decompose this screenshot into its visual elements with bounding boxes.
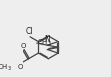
Text: N: N (45, 35, 50, 44)
Text: CH$_3$: CH$_3$ (37, 37, 52, 48)
Text: O: O (17, 65, 23, 71)
Text: CH$_3$: CH$_3$ (0, 63, 12, 73)
Text: Cl: Cl (25, 27, 33, 36)
Text: O: O (20, 43, 26, 49)
